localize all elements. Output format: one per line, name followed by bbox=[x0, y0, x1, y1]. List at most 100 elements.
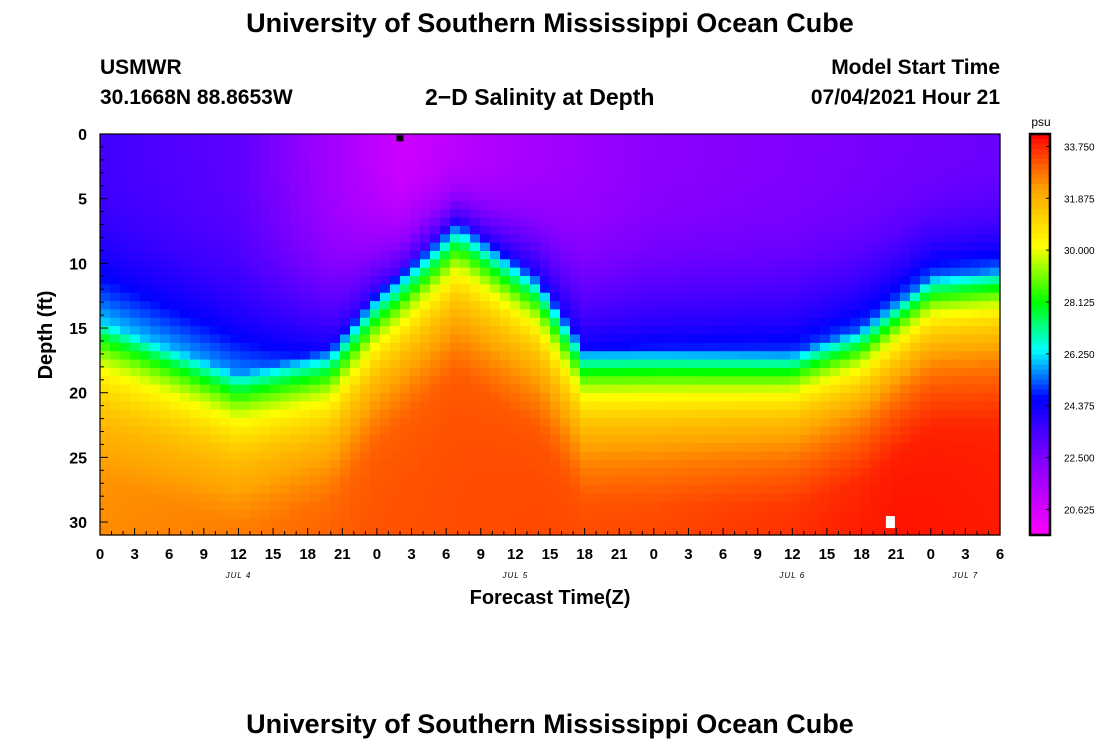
heatmap-cell bbox=[750, 284, 761, 294]
heatmap-cell bbox=[210, 309, 221, 319]
heatmap-cell bbox=[350, 392, 361, 402]
heatmap-cell bbox=[870, 142, 881, 152]
heatmap-cell bbox=[390, 242, 401, 252]
heatmap-cell bbox=[610, 326, 621, 336]
heatmap-cell bbox=[310, 409, 321, 419]
heatmap-cell bbox=[130, 493, 141, 503]
colorbar-tick-label: 31.875 bbox=[1064, 194, 1095, 205]
heatmap-cell bbox=[240, 484, 251, 494]
heatmap-cell bbox=[550, 317, 561, 327]
heatmap-cell bbox=[370, 234, 381, 244]
heatmap-cell bbox=[300, 301, 311, 311]
heatmap-cell bbox=[590, 301, 601, 311]
heatmap-cell bbox=[470, 434, 481, 444]
colorbar-band bbox=[1030, 319, 1050, 326]
heatmap-cell bbox=[200, 367, 211, 377]
heatmap-cell bbox=[970, 175, 981, 185]
heatmap-cell bbox=[880, 150, 891, 160]
heatmap-cell bbox=[320, 476, 331, 486]
heatmap-cell bbox=[530, 342, 541, 352]
heatmap-cell bbox=[570, 526, 581, 536]
heatmap-cell bbox=[500, 493, 511, 503]
heatmap-cell bbox=[450, 468, 461, 478]
heatmap-cell bbox=[130, 317, 141, 327]
heatmap-cell bbox=[530, 392, 541, 402]
heatmap-cell bbox=[900, 184, 911, 194]
heatmap-cell bbox=[780, 493, 791, 503]
heatmap-cell bbox=[840, 434, 851, 444]
heatmap-cell bbox=[590, 242, 601, 252]
heatmap-cell bbox=[680, 501, 691, 511]
heatmap-cell bbox=[390, 409, 401, 419]
colorbar-band bbox=[1030, 519, 1050, 526]
heatmap-cell bbox=[590, 434, 601, 444]
heatmap-cell bbox=[480, 509, 491, 519]
heatmap-cell bbox=[990, 468, 1001, 478]
heatmap-cell bbox=[750, 418, 761, 427]
heatmap-cell bbox=[880, 443, 891, 453]
heatmap-cell bbox=[790, 342, 801, 352]
heatmap-cell bbox=[720, 359, 731, 369]
heatmap-cell bbox=[410, 217, 421, 227]
heatmap-cell bbox=[270, 309, 281, 319]
heatmap-cell bbox=[800, 493, 811, 503]
heatmap-cell bbox=[820, 301, 831, 311]
heatmap-cell bbox=[420, 468, 431, 478]
heatmap-cell bbox=[430, 150, 441, 160]
heatmap-cell bbox=[570, 351, 581, 361]
heatmap-cell bbox=[120, 384, 131, 394]
heatmap-cell bbox=[130, 142, 141, 152]
heatmap-cell bbox=[480, 150, 491, 160]
heatmap-cell bbox=[750, 209, 761, 219]
heatmap-cell bbox=[770, 242, 781, 252]
heatmap-cell bbox=[840, 217, 851, 227]
heatmap-cell bbox=[150, 326, 161, 336]
colorbar-band bbox=[1030, 409, 1050, 416]
heatmap-cell bbox=[530, 142, 541, 152]
heatmap-cell bbox=[750, 484, 761, 494]
heatmap-cell bbox=[990, 401, 1001, 411]
heatmap-cell bbox=[260, 418, 271, 427]
heatmap-cell bbox=[760, 217, 771, 227]
heatmap-cell bbox=[520, 167, 531, 177]
heatmap-cell bbox=[870, 301, 881, 311]
heatmap-cell bbox=[440, 484, 451, 494]
heatmap-cell bbox=[800, 334, 811, 344]
heatmap-cell bbox=[140, 217, 151, 227]
heatmap-cell bbox=[610, 250, 621, 260]
heatmap-cell bbox=[870, 509, 881, 519]
heatmap-cell bbox=[510, 292, 521, 302]
heatmap-cell bbox=[620, 518, 631, 528]
heatmap-cell bbox=[750, 384, 761, 394]
heatmap-cell bbox=[180, 234, 191, 244]
heatmap-cell bbox=[930, 317, 941, 327]
heatmap-cell bbox=[550, 384, 561, 394]
heatmap-cell bbox=[800, 175, 811, 185]
heatmap-cell bbox=[970, 484, 981, 494]
heatmap-cell bbox=[540, 184, 551, 194]
heatmap-cell bbox=[950, 418, 961, 427]
heatmap-cell bbox=[260, 142, 271, 152]
heatmap-cell bbox=[660, 351, 671, 361]
heatmap-cell bbox=[960, 150, 971, 160]
heatmap-cell bbox=[380, 409, 391, 419]
heatmap-cell bbox=[380, 484, 391, 494]
heatmap-cell bbox=[160, 468, 171, 478]
x-tick-label: 9 bbox=[200, 546, 208, 563]
heatmap-cell bbox=[890, 401, 901, 411]
heatmap-cell bbox=[460, 334, 471, 344]
heatmap-cell bbox=[870, 518, 881, 528]
heatmap-cell bbox=[250, 476, 261, 486]
heatmap-cell bbox=[800, 509, 811, 519]
heatmap-cell bbox=[620, 326, 631, 336]
heatmap-cell bbox=[570, 234, 581, 244]
heatmap-cell bbox=[980, 326, 991, 336]
colorbar-tick-label: 26.250 bbox=[1064, 350, 1095, 361]
heatmap-cell bbox=[550, 526, 561, 536]
heatmap-cell bbox=[760, 501, 771, 511]
heatmap-cell bbox=[960, 518, 971, 528]
heatmap-cell bbox=[460, 209, 471, 219]
heatmap-cell bbox=[710, 351, 721, 361]
heatmap-cell bbox=[630, 501, 641, 511]
heatmap-cell bbox=[420, 200, 431, 210]
